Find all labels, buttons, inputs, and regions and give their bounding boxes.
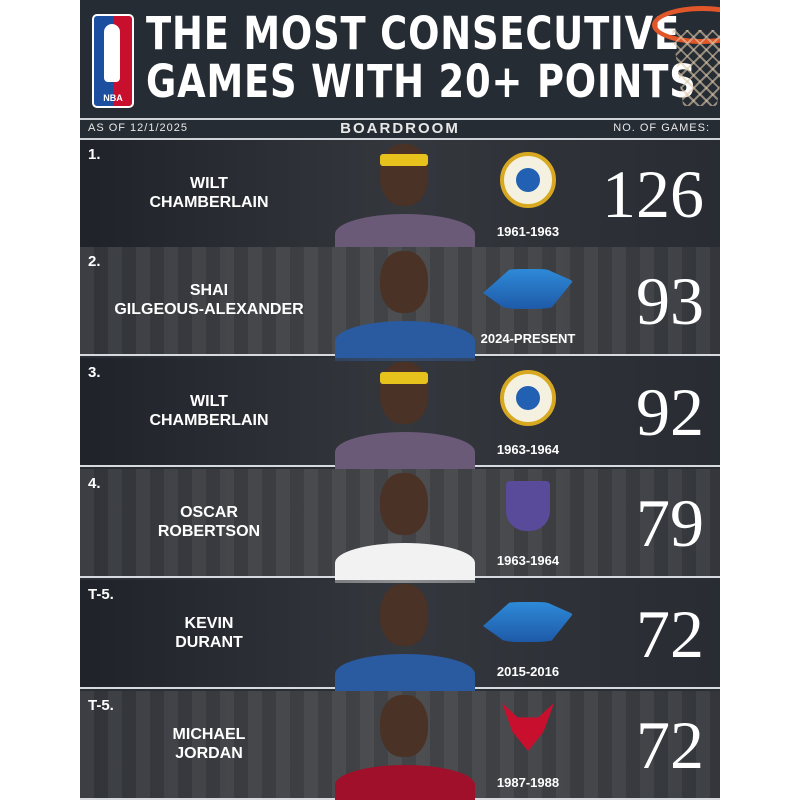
player-name: OSCAR ROBERTSON [110, 503, 308, 541]
player-name-line-2: DURANT [175, 634, 243, 651]
ranking-row: 1. WILT CHAMBERLAIN 1961-1963 126 [80, 140, 720, 254]
san-francisco-warriors-logo [500, 152, 556, 208]
player-name-line-2: ROBERTSON [157, 523, 261, 540]
rank: 3. [88, 364, 101, 381]
player-name-line-1: SHAI [189, 282, 229, 299]
player-name-line-1: OSCAR [180, 504, 238, 521]
as-of-date: AS OF 12/1/2025 [88, 122, 188, 134]
player-name-line-2: CHAMBERLAIN [149, 194, 269, 211]
player-name: MICHAEL JORDAN [110, 725, 308, 763]
column-label: NO. OF GAMES: [613, 122, 710, 134]
player-photo [335, 362, 475, 472]
games-count: 92 [636, 374, 704, 450]
subheader-bar: AS OF 12/1/2025 BOARDROOM NO. OF GAMES: [80, 118, 720, 140]
player-name-line-2: JORDAN [175, 745, 243, 762]
years: 1961-1963 [496, 224, 560, 239]
player-name-line-2: GILGEOUS-ALEXANDER [114, 301, 304, 318]
chicago-bulls-logo [502, 703, 554, 751]
player-photo [335, 144, 475, 254]
years: 2024-PRESENT [480, 331, 576, 346]
nba-logo: NBA [92, 14, 134, 108]
years: 1963-1964 [496, 442, 560, 457]
okc-thunder-logo [483, 269, 573, 309]
games-count: 72 [636, 707, 704, 783]
title-line-1: THE MOST CONSECUTIVE [146, 7, 681, 60]
player-photo [335, 695, 475, 800]
years: 1963-1964 [496, 553, 560, 568]
okc-thunder-logo [483, 602, 573, 642]
rank: 2. [88, 253, 101, 270]
player-name: SHAI GILGEOUS-ALEXANDER [110, 281, 308, 319]
player-name-line-1: MICHAEL [172, 726, 246, 743]
games-count: 93 [636, 263, 704, 339]
nba-logo-text: NBA [103, 93, 123, 103]
player-photo [335, 473, 475, 583]
years: 1987-1988 [496, 775, 560, 790]
title-line-2: GAMES WITH 20+ POINTS [146, 55, 697, 108]
games-count: 79 [636, 485, 704, 561]
ranking-row: 2. SHAI GILGEOUS-ALEXANDER 2024-PRESENT 9… [80, 247, 720, 361]
brand-label: BOARDROOM [340, 120, 460, 137]
rank: 4. [88, 475, 101, 492]
player-name-line-2: CHAMBERLAIN [149, 412, 269, 429]
player-name: WILT CHAMBERLAIN [110, 174, 308, 212]
ranking-row: 4. OSCAR ROBERTSON 1963-1964 79 [80, 469, 720, 583]
player-name-line-1: WILT [190, 175, 228, 192]
years: 2015-2016 [496, 664, 560, 679]
sacramento-kings-logo [506, 481, 550, 531]
infographic: NBA THE MOST CONSECUTIVE GAMES WITH 20+ … [80, 0, 720, 800]
player-name: KEVIN DURANT [110, 614, 308, 652]
rank: T-5. [88, 586, 114, 603]
player-name-line-1: WILT [190, 393, 228, 410]
player-name-line-1: KEVIN [184, 615, 234, 632]
ranking-row: T-5. MICHAEL JORDAN 1987-1988 72 [80, 691, 720, 800]
header: NBA THE MOST CONSECUTIVE GAMES WITH 20+ … [80, 0, 720, 118]
san-francisco-warriors-logo [500, 370, 556, 426]
rank: 1. [88, 146, 101, 163]
player-photo [335, 584, 475, 694]
games-count: 126 [602, 156, 704, 232]
player-name: WILT CHAMBERLAIN [110, 392, 308, 430]
rank: T-5. [88, 697, 114, 714]
games-count: 72 [636, 596, 704, 672]
player-photo [335, 251, 475, 361]
ranking-row: 3. WILT CHAMBERLAIN 1963-1964 92 [80, 358, 720, 472]
ranking-row: T-5. KEVIN DURANT 2015-2016 72 [80, 580, 720, 694]
